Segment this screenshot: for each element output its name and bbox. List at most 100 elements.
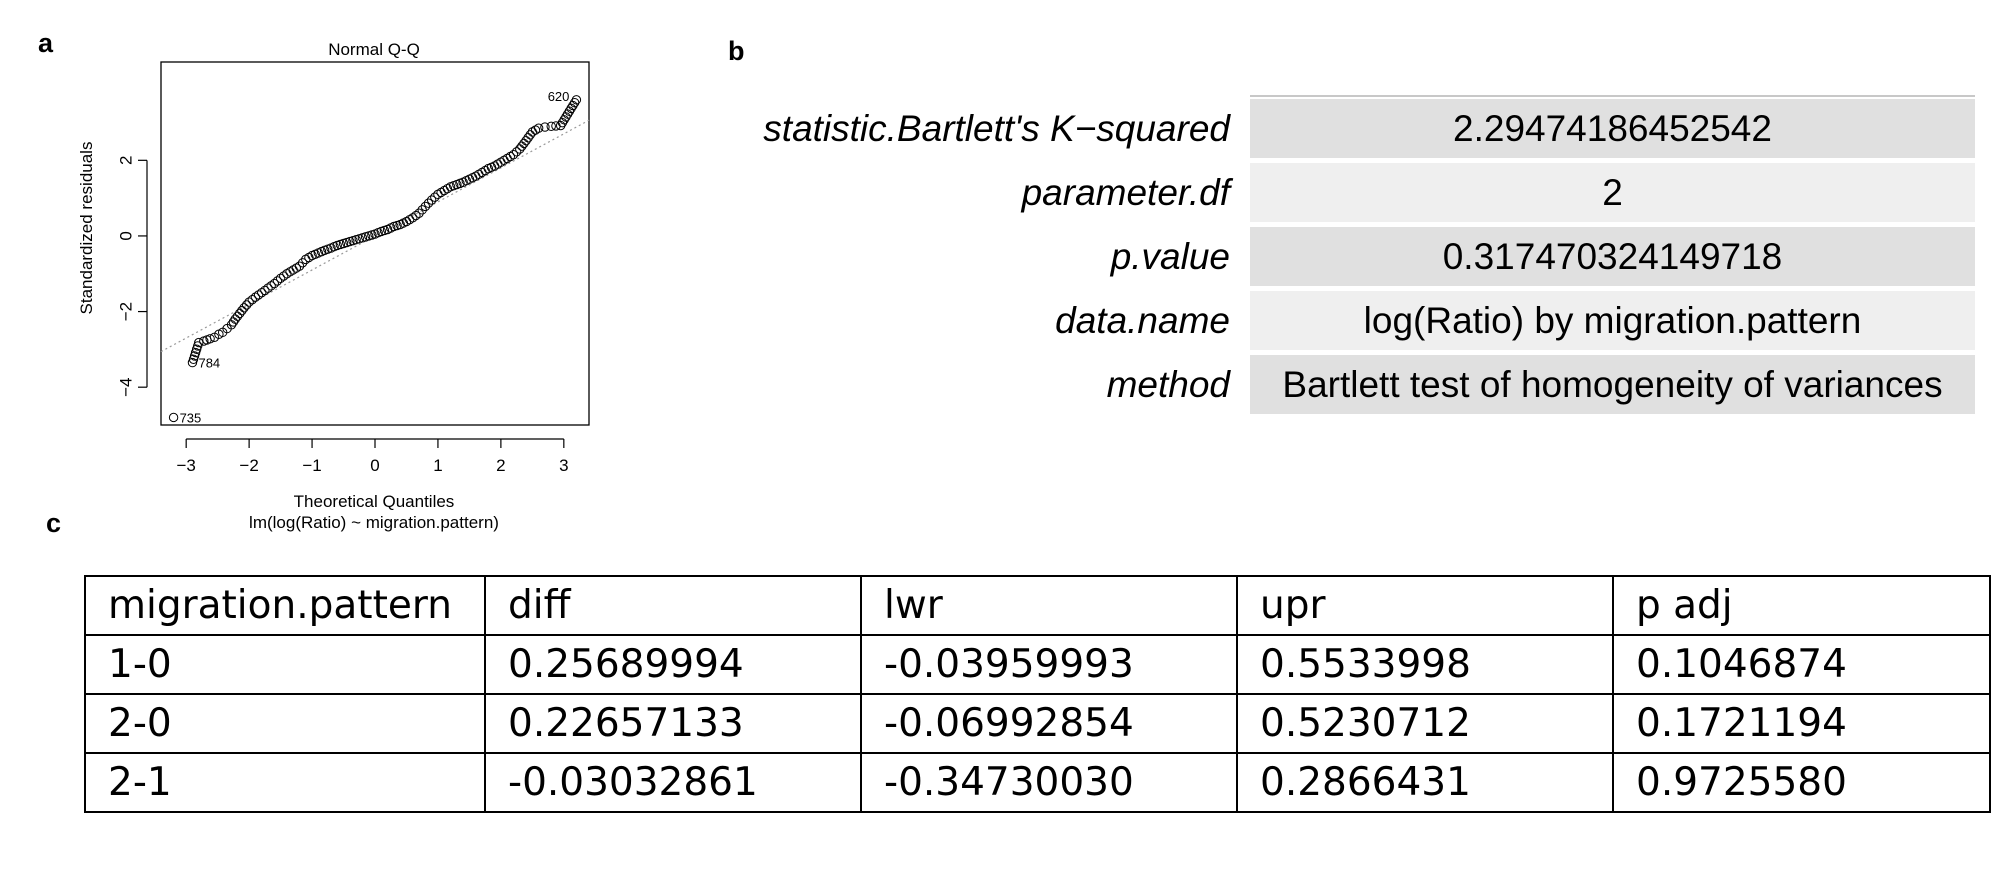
y-tick-label: −2 (116, 302, 135, 321)
table-cell: 0.2866431 (1236, 752, 1614, 813)
table-cell: -0.34730030 (860, 752, 1238, 813)
table-cell: 0.1721194 (1612, 693, 1991, 754)
column-header: p adj (1612, 575, 1991, 636)
data-point (404, 214, 415, 225)
tukey-table: migration.pattern diff lwr upr p adj 1-0… (84, 575, 1991, 813)
data-point (266, 281, 276, 291)
panel-label-a: a (38, 28, 54, 58)
data-point (508, 149, 519, 160)
row-key: statistic.Bartlett's K−squared (763, 108, 1230, 149)
x-tick-label: 2 (496, 456, 505, 475)
row-value: 0.317470324149718 (1250, 227, 1975, 286)
data-point (294, 261, 305, 271)
point-label: 784 (198, 356, 220, 371)
table-cell: 0.25689994 (484, 634, 862, 695)
row-key: method (1106, 364, 1230, 405)
data-point (423, 198, 434, 208)
bartlett-row: method Bartlett test of homogeneity of v… (720, 355, 1975, 414)
data-point (519, 138, 529, 149)
data-point (546, 121, 556, 131)
data-point (569, 97, 580, 108)
x-tick-label: 1 (433, 456, 442, 475)
data-point (439, 185, 449, 196)
table-row: 1-0 0.25689994 -0.03959993 0.5533998 0.1… (84, 634, 1991, 695)
data-point (253, 290, 264, 300)
data-point (523, 133, 533, 143)
plot-frame (160, 61, 590, 426)
data-point (228, 317, 239, 327)
qq-plot: Normal Q-Q −3 −2 −1 0 1 2 3 −4 −2 0 2 620 784 735 The… (77, 40, 590, 532)
table-cell: 0.22657133 (484, 693, 862, 754)
x-tick-label: −2 (239, 456, 258, 475)
data-point (557, 117, 568, 128)
data-point (566, 103, 576, 114)
data-point (417, 205, 427, 215)
data-point (517, 141, 527, 151)
data-point (285, 267, 295, 277)
data-point (232, 311, 243, 321)
data-point (430, 192, 440, 202)
point-label: 735 (180, 410, 202, 425)
data-point (297, 258, 308, 268)
data-point (237, 305, 247, 316)
data-point (260, 285, 270, 296)
data-point (555, 120, 566, 131)
x-tick-label: −1 (302, 456, 321, 475)
table-row: 2-1 -0.03032861 -0.34730030 0.2866431 0.… (84, 752, 1991, 813)
row-value: 2.29474186452542 (1250, 99, 1975, 158)
y-tick-label: 0 (116, 231, 135, 240)
data-point (168, 412, 179, 423)
table-cell: -0.03959993 (860, 634, 1238, 695)
row-value: Bartlett test of homogeneity of variance… (1250, 355, 1975, 414)
data-point (205, 334, 215, 344)
x-tick-label: −3 (176, 456, 195, 475)
x-tick-label: 3 (559, 456, 568, 475)
column-header: lwr (860, 575, 1238, 636)
data-point (269, 278, 279, 289)
data-point (241, 300, 252, 310)
point-label: 620 (548, 89, 570, 104)
bartlett-row: data.name log(Ratio) by migration.patter… (720, 291, 1975, 350)
data-point (288, 265, 298, 275)
data-point (408, 213, 418, 223)
y-tick-label: −4 (116, 377, 135, 396)
data-point (559, 115, 569, 125)
row-value: 2 (1250, 163, 1975, 222)
table-cell: 2-0 (84, 693, 486, 754)
data-point (239, 303, 249, 313)
data-point (411, 210, 421, 221)
table-cell: 0.9725580 (1612, 752, 1991, 813)
data-point (496, 157, 506, 167)
y-tick-label: 2 (116, 156, 135, 165)
panel-label-b: b (728, 36, 745, 66)
data-point (568, 100, 578, 111)
data-point (571, 95, 582, 105)
plot-area: −3 −2 −1 0 1 2 3 −4 −2 0 2 620 784 735 (116, 61, 590, 475)
bartlett-row: parameter.df 2 (720, 163, 1975, 222)
column-header: diff (484, 575, 862, 636)
table-top-rule (1250, 95, 1975, 97)
row-key: p.value (1110, 236, 1230, 277)
table-cell: 0.1046874 (1612, 634, 1991, 695)
table-cell: 2-1 (84, 752, 486, 813)
table-row: 2-0 0.22657133 -0.06992854 0.5230712 0.1… (84, 693, 1991, 754)
data-point (263, 283, 273, 293)
column-header: migration.pattern (84, 575, 486, 636)
data-point (511, 147, 522, 157)
data-point (474, 169, 484, 180)
x-axis-label: Theoretical Quantiles (294, 492, 455, 511)
data-point (436, 187, 446, 198)
data-point (530, 125, 541, 135)
row-value: log(Ratio) by migration.pattern (1250, 291, 1975, 350)
panel-label-c: c (46, 508, 62, 538)
data-point (247, 294, 257, 305)
table-cell: -0.03032861 (484, 752, 862, 813)
bartlett-row: p.value 0.317470324149718 (720, 227, 1975, 286)
data-point (275, 273, 286, 283)
data-point (194, 337, 204, 348)
table-cell: 0.5533998 (1236, 634, 1614, 695)
data-point (420, 201, 431, 212)
data-point (477, 167, 487, 178)
data-point (502, 153, 512, 164)
chart-title: Normal Q-Q (328, 40, 420, 59)
